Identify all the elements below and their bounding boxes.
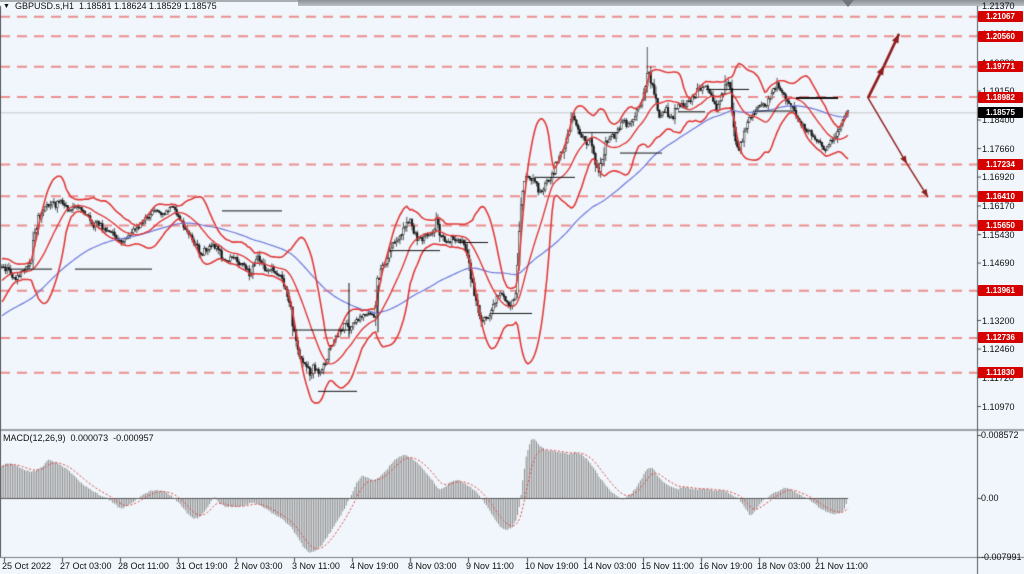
level-price-badge: 1.18982 [978, 91, 1023, 103]
price-tick-label: 1.16920 [982, 172, 1015, 183]
level-price-badge: 1.20560 [978, 30, 1023, 42]
window-top-border [298, 0, 1024, 6]
time-tick-label: 15 Nov 11:00 [641, 561, 694, 571]
level-price-badge: 1.17234 [978, 158, 1023, 170]
symbol-dropdown-icon[interactable]: ▼ [3, 2, 10, 10]
time-tick-label: 2 Nov 03:00 [234, 561, 283, 571]
macd-tick-label: 0.008572 [981, 430, 1019, 440]
price-tick-label: 1.10970 [982, 401, 1015, 412]
chart-ohlc-info: ▼ GBPUSD.s,H1 1.18581 1.18624 1.18529 1.… [3, 1, 217, 11]
macd-label: MACD(12,26,9) [3, 433, 66, 443]
macd-signal-value: -0.000957 [113, 433, 154, 443]
current-price-badge: 1.18575 [978, 107, 1023, 119]
macd-main-value: 0.000073 [70, 433, 109, 443]
time-tick-label: 4 Nov 19:00 [350, 561, 399, 571]
price-tick-label: 1.16170 [982, 201, 1015, 211]
price-tick-label: 1.17660 [982, 143, 1015, 154]
time-tick-label: 18 Nov 03:00 [757, 561, 811, 571]
time-tick-label: 28 Oct 11:00 [118, 561, 169, 571]
symbol-period-label: GBPUSD.s,H1 [14, 1, 74, 11]
level-price-badge: 1.15650 [978, 220, 1023, 232]
level-price-badge: 1.19771 [978, 61, 1023, 73]
time-tick-label: 31 Oct 19:00 [176, 561, 228, 571]
chart-shift-marker[interactable] [842, 0, 854, 7]
time-tick-label: 10 Nov 19:00 [525, 561, 579, 571]
macd-indicator-info: MACD(12,26,9) 0.000073 -0.000957 [3, 433, 154, 443]
time-tick-label: 25 Oct 2022 [2, 561, 52, 571]
price-tick-label: 1.13200 [982, 315, 1015, 326]
price-tick-label: 1.15430 [982, 229, 1015, 240]
time-tick-label: 27 Oct 03:00 [60, 561, 112, 571]
time-tick-label: 3 Nov 11:00 [292, 561, 340, 571]
price-tick-label: 1.14690 [982, 258, 1015, 269]
time-tick-label: 9 Nov 11:00 [466, 561, 514, 571]
price-tick-label: 1.18400 [982, 115, 1015, 126]
time-tick-label: 16 Nov 19:00 [699, 561, 753, 571]
macd-tick-label: -0.007991 [981, 552, 1022, 562]
window-top-border-thin [0, 0, 298, 2]
macd-tick-label: 0.00 [981, 493, 999, 503]
price-tick-label: 1.12460 [982, 344, 1015, 355]
level-price-badge: 1.11830 [978, 367, 1023, 379]
ohlc-values: 1.18581 1.18624 1.18529 1.18575 [78, 1, 217, 11]
time-tick-label: 8 Nov 03:00 [408, 561, 457, 571]
level-price-badge: 1.13961 [978, 285, 1023, 297]
level-price-badge: 1.21067 [978, 11, 1023, 23]
price-tick-label: 1.21370 [982, 0, 1015, 11]
time-tick-label: 21 Nov 11:00 [815, 561, 868, 571]
price-tick-label: 1.19150 [982, 86, 1024, 96]
level-price-badge: 1.12736 [978, 332, 1023, 344]
time-tick-label: 14 Nov 03:00 [583, 561, 637, 571]
level-price-badge: 1.16410 [978, 190, 1023, 202]
